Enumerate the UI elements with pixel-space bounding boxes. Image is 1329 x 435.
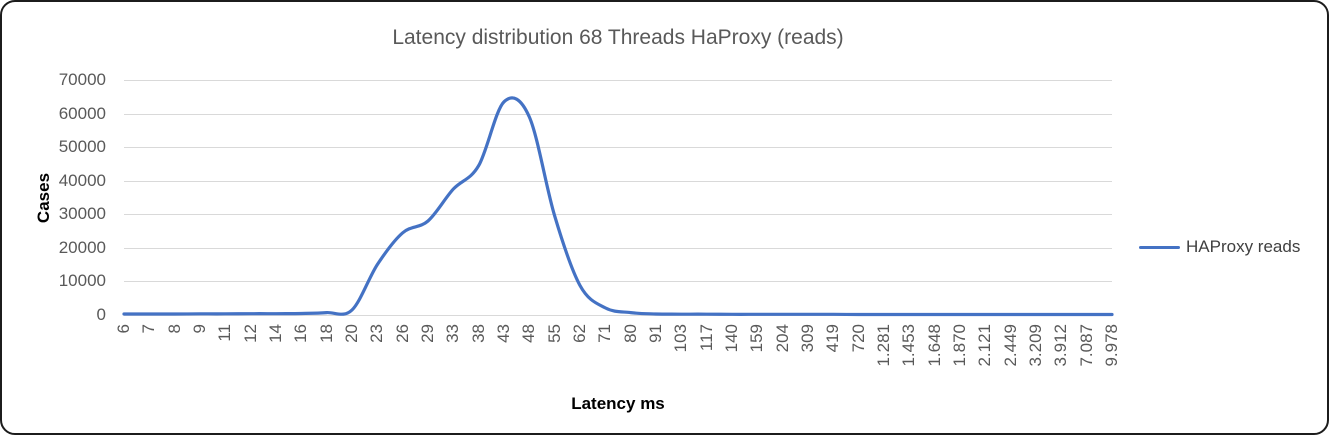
y-tick-label: 30000 [58, 204, 106, 224]
gridline [124, 147, 1112, 149]
series-line-haproxy-reads [122, 96, 1114, 317]
y-tick-label: 60000 [58, 103, 106, 123]
legend: HAProxy reads [1139, 236, 1300, 258]
y-tick-label: 40000 [58, 170, 106, 190]
legend-label: HAProxy reads [1186, 237, 1301, 256]
legend-marker-haproxy-reads [1139, 245, 1180, 249]
chart-title: Latency distribution 68 Threads HaProxy … [392, 26, 844, 49]
y-tick-label: 10000 [58, 271, 106, 291]
y-tick-label: 50000 [58, 137, 106, 157]
gridline [124, 247, 1112, 249]
gridline [124, 113, 1112, 115]
gridline [124, 315, 1112, 316]
y-tick-label: 20000 [58, 237, 106, 257]
gridline [124, 80, 1112, 81]
x-axis-title: Latency ms [571, 394, 665, 413]
gridline [124, 214, 1112, 216]
y-tick-label: 0 [96, 305, 106, 324]
y-tick-label: 70000 [58, 70, 106, 89]
gridline [124, 281, 1112, 283]
gridline [124, 180, 1112, 182]
